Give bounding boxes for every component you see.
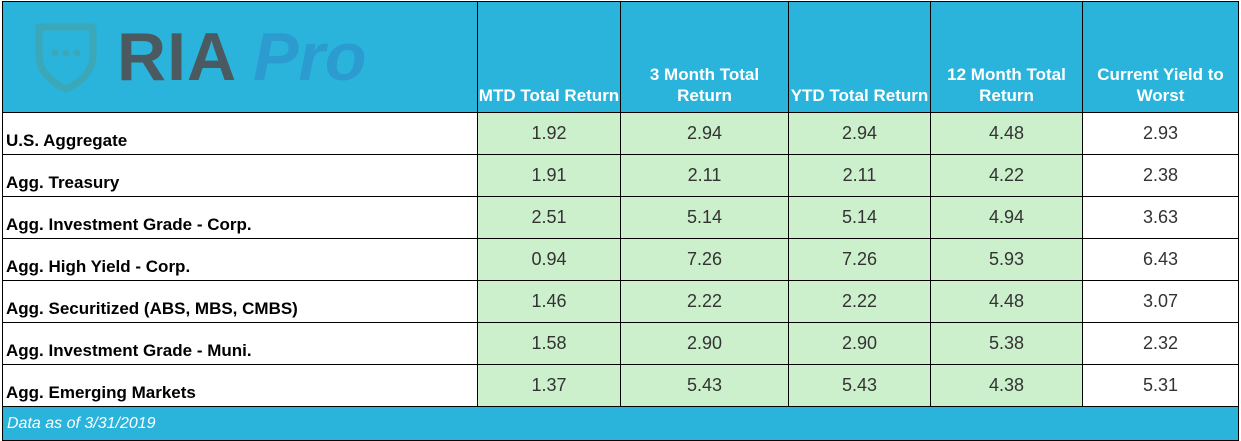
- value-cell: 4.38: [930, 364, 1083, 407]
- value-cell: 5.38: [930, 322, 1083, 365]
- footer-note: Data as of 3/31/2019: [2, 406, 1239, 441]
- value-cell: 2.93: [1082, 112, 1239, 155]
- column-header: Current Yield to Worst: [1082, 1, 1239, 113]
- value-cell: 0.94: [477, 238, 621, 281]
- logo: RIA Pro: [3, 21, 477, 93]
- value-cell: 2.22: [788, 280, 931, 323]
- value-cell: 3.63: [1082, 196, 1239, 239]
- row-label: Agg. Investment Grade - Corp.: [2, 196, 478, 239]
- value-cell: 6.43: [1082, 238, 1239, 281]
- row-label: Agg. Investment Grade - Muni.: [2, 322, 478, 365]
- value-cell: 2.11: [788, 154, 931, 197]
- value-cell: 5.31: [1082, 364, 1239, 407]
- value-cell: 5.93: [930, 238, 1083, 281]
- column-header: YTD Total Return: [788, 1, 931, 113]
- column-header: MTD Total Return: [477, 1, 621, 113]
- table-row: Agg. Emerging Markets 1.37 5.43 5.43 4.38 5.3…: [2, 364, 1239, 407]
- value-cell: 1.91: [477, 154, 621, 197]
- value-cell: 4.22: [930, 154, 1083, 197]
- brand: RIA: [117, 18, 238, 95]
- value-cell: 5.43: [788, 364, 931, 407]
- value-cell: 5.14: [788, 196, 931, 239]
- value-cell: 2.38: [1082, 154, 1239, 197]
- product: Pro: [253, 18, 367, 95]
- value-cell: 5.43: [620, 364, 789, 407]
- logo-cell: RIA Pro: [2, 1, 478, 113]
- value-cell: 2.32: [1082, 322, 1239, 365]
- table-row: Agg. Treasury 1.91 2.11 2.11 4.22 2.38: [2, 154, 1239, 197]
- value-cell: 5.14: [620, 196, 789, 239]
- value-cell: 4.48: [930, 112, 1083, 155]
- row-label: Agg. Securitized (ABS, MBS, CMBS): [2, 280, 478, 323]
- footer-row: Data as of 3/31/2019: [2, 406, 1239, 441]
- value-cell: 2.51: [477, 196, 621, 239]
- value-cell: 1.37: [477, 364, 621, 407]
- value-cell: 4.94: [930, 196, 1083, 239]
- value-cell: 2.22: [620, 280, 789, 323]
- row-label: U.S. Aggregate: [2, 112, 478, 155]
- table-row: Agg. Securitized (ABS, MBS, CMBS) 1.46 2.2…: [2, 280, 1239, 323]
- value-cell: 2.90: [620, 322, 789, 365]
- value-cell: 4.48: [930, 280, 1083, 323]
- value-cell: 1.46: [477, 280, 621, 323]
- value-cell: 1.92: [477, 112, 621, 155]
- table-row: Agg. Investment Grade - Muni. 1.58 2.90 2.9…: [2, 322, 1239, 365]
- table-row: U.S. Aggregate 1.92 2.94 2.94 4.48 2.93: [2, 112, 1239, 155]
- value-cell: 7.26: [620, 238, 789, 281]
- column-header: 3 Month Total Return: [620, 1, 789, 113]
- value-cell: 3.07: [1082, 280, 1239, 323]
- value-cell: 2.94: [788, 112, 931, 155]
- table-row: Agg. Investment Grade - Corp. 2.51 5.14 5.1…: [2, 196, 1239, 239]
- value-cell: 7.26: [788, 238, 931, 281]
- row-label: Agg. Emerging Markets: [2, 364, 478, 407]
- value-cell: 1.58: [477, 322, 621, 365]
- table-row: Agg. High Yield - Corp. 0.94 7.26 7.26 5.93 6…: [2, 238, 1239, 281]
- value-cell: 2.90: [788, 322, 931, 365]
- column-header: 12 Month Total Return: [930, 1, 1083, 113]
- row-label: Agg. Treasury: [2, 154, 478, 197]
- value-cell: 2.94: [620, 112, 789, 155]
- value-cell: 2.11: [620, 154, 789, 197]
- header-row: RIA Pro MTD Total Return 3 Month Total Re…: [2, 1, 1239, 113]
- logo-icon: [35, 23, 97, 93]
- row-label: Agg. High Yield - Corp.: [2, 238, 478, 281]
